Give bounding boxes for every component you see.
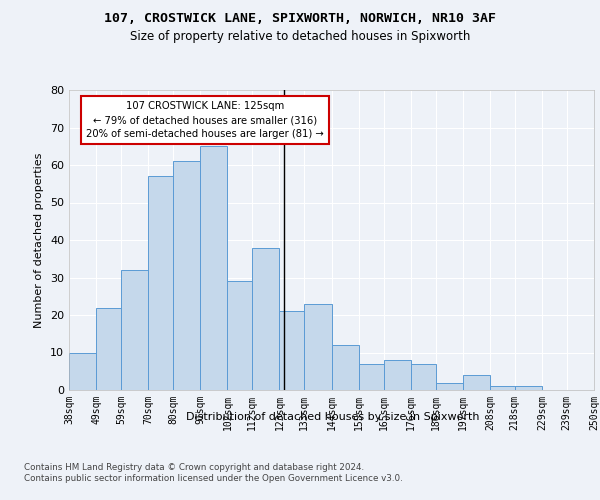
Text: 107 CROSTWICK LANE: 125sqm
← 79% of detached houses are smaller (316)
20% of sem: 107 CROSTWICK LANE: 125sqm ← 79% of deta… (86, 101, 324, 139)
Bar (490, 386, 515, 390)
Bar (436, 382, 463, 390)
Bar (148, 176, 173, 390)
Text: Size of property relative to detached houses in Spixworth: Size of property relative to detached ho… (130, 30, 470, 43)
Bar (69, 352, 96, 390)
Bar (515, 386, 542, 390)
Bar (304, 304, 331, 390)
Bar (200, 146, 227, 390)
Y-axis label: Number of detached properties: Number of detached properties (34, 152, 44, 328)
Text: Contains HM Land Registry data © Crown copyright and database right 2024.
Contai: Contains HM Land Registry data © Crown c… (24, 462, 403, 483)
Text: Distribution of detached houses by size in Spixworth: Distribution of detached houses by size … (186, 412, 480, 422)
Bar (359, 364, 383, 390)
Bar (96, 308, 121, 390)
Bar (463, 375, 490, 390)
Bar (383, 360, 411, 390)
Bar (411, 364, 436, 390)
Bar (121, 270, 148, 390)
Bar (331, 345, 359, 390)
Bar (227, 281, 252, 390)
Bar (252, 248, 280, 390)
Bar (173, 161, 200, 390)
Bar (280, 311, 304, 390)
Text: 107, CROSTWICK LANE, SPIXWORTH, NORWICH, NR10 3AF: 107, CROSTWICK LANE, SPIXWORTH, NORWICH,… (104, 12, 496, 26)
